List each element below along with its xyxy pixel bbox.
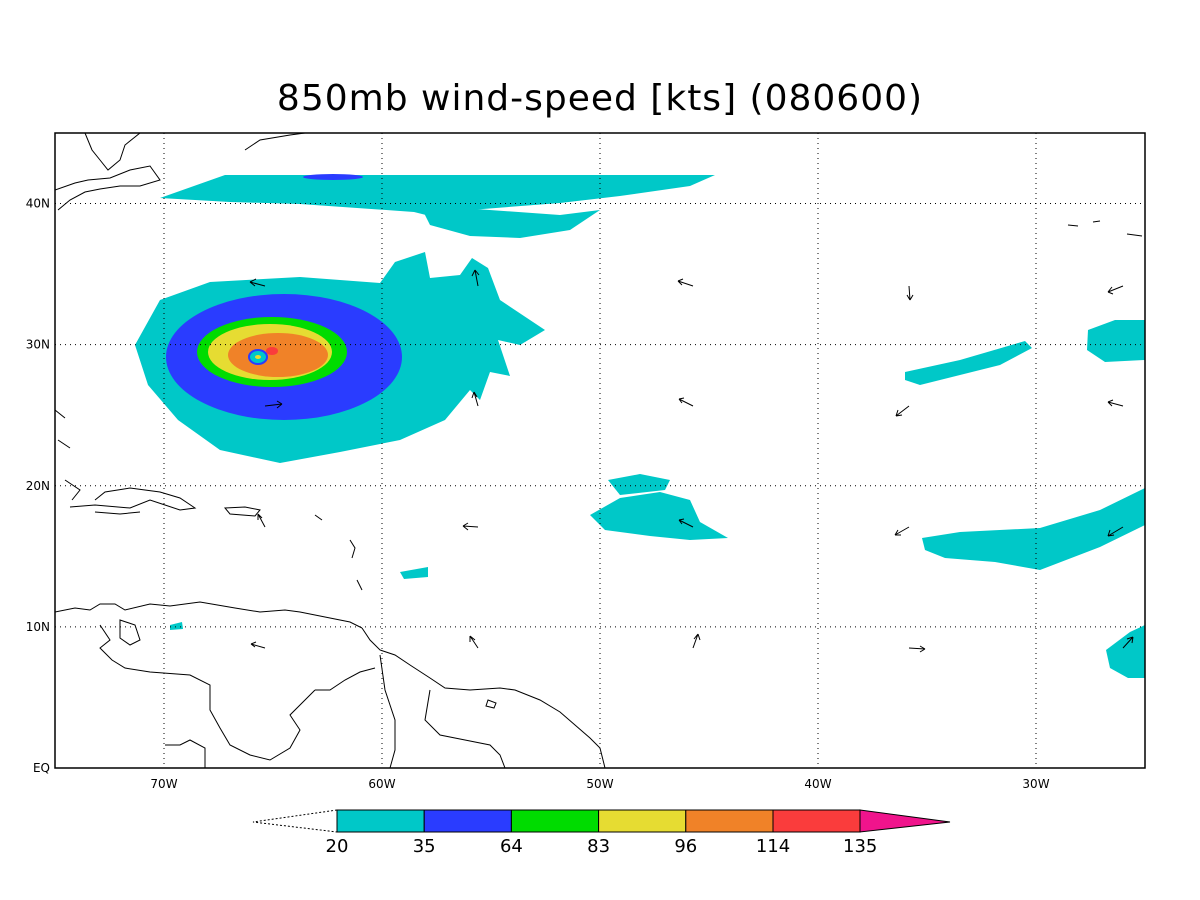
wind-contour-20: [400, 567, 428, 579]
lat-tick-label: 20N: [26, 479, 50, 493]
wind-contour-20: [170, 622, 183, 630]
lat-tick-label: 30N: [26, 338, 50, 352]
wind-contour-20: [1106, 625, 1145, 678]
axis-labels: 70W 60W 50W 40W 30W EQ 10N 20N 30N 40N: [26, 197, 1050, 791]
colorbar-right-triangle: [859, 809, 951, 833]
wind-contour-20: [420, 205, 600, 238]
colorbar: 20 35 64 83 96 114 135: [252, 809, 951, 857]
lon-tick-label: 30W: [1022, 777, 1049, 791]
colorbar-box: [772, 809, 861, 833]
colorbar-level-label: 20: [326, 836, 349, 857]
colorbar-level-label: 64: [500, 836, 523, 857]
grid-lines: [55, 133, 1145, 768]
colorbar-box: [685, 809, 774, 833]
wind-contour-114: [266, 347, 278, 355]
colorbar-box: [423, 809, 512, 833]
colorbar-level-label: 83: [587, 836, 610, 857]
coastlines: [55, 133, 1143, 768]
colorbar-level-label: 96: [674, 836, 697, 857]
wind-contour-20: [905, 341, 1032, 385]
wind-contour-20: [608, 474, 670, 495]
colorbar-level-label: 35: [413, 836, 436, 857]
lat-tick-label: 10N: [26, 620, 50, 634]
lon-tick-label: 40W: [804, 777, 831, 791]
wind-contour-20: [590, 492, 728, 540]
wind-vectors: [249, 269, 1134, 653]
lon-tick-label: 70W: [150, 777, 177, 791]
map-title: 850mb wind-speed [kts] (080600): [276, 78, 924, 119]
lat-tick-label: 40N: [26, 197, 50, 211]
colorbar-box: [598, 809, 687, 833]
contour-layer: [55, 133, 1145, 768]
wind-contour-20: [160, 175, 715, 216]
wind-contour-20: [922, 488, 1145, 570]
colorbar-level-label: 114: [756, 836, 790, 857]
colorbar-box: [510, 809, 600, 833]
lat-tick-label: EQ: [33, 761, 50, 775]
colorbar-level-label: 135: [843, 836, 877, 857]
colorbar-box: [336, 809, 425, 833]
colorbar-left-triangle: [252, 809, 338, 833]
map-frame: [54, 132, 1146, 769]
lon-tick-label: 60W: [368, 777, 395, 791]
lon-tick-label: 50W: [586, 777, 613, 791]
wind-contour-35: [303, 174, 363, 180]
wind-contour-20: [1087, 320, 1145, 362]
wind-contour-96: [228, 333, 328, 377]
